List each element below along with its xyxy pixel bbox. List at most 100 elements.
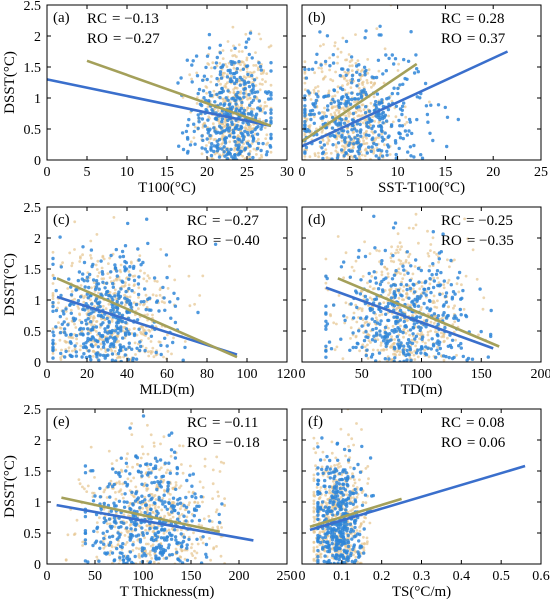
cmip-point xyxy=(124,327,129,331)
obs-point xyxy=(122,326,126,329)
cmip-point xyxy=(344,73,348,78)
cmip-point xyxy=(98,546,102,550)
cmip-point xyxy=(164,556,168,560)
obs-point xyxy=(380,270,384,274)
cmip-point xyxy=(408,278,412,283)
cmip-point xyxy=(169,533,173,537)
cmip-point xyxy=(122,561,126,564)
obs-point xyxy=(400,280,403,284)
obs-point xyxy=(362,108,366,111)
obs-point xyxy=(74,326,78,329)
obs-point xyxy=(211,482,215,486)
obs-point xyxy=(353,100,356,104)
cmip-point xyxy=(200,134,204,138)
obs-point xyxy=(366,343,369,347)
obs-point xyxy=(388,291,392,295)
cmip-point xyxy=(411,332,415,336)
obs-point xyxy=(110,462,114,465)
obs-point xyxy=(81,544,84,547)
cmip-point xyxy=(161,502,165,506)
cmip-point xyxy=(379,309,383,314)
cmip-point xyxy=(162,296,166,300)
cmip-point xyxy=(229,147,233,152)
obs-point xyxy=(163,489,167,493)
obs-point xyxy=(359,561,363,564)
obs-point xyxy=(136,462,139,466)
cmip-point xyxy=(349,137,353,141)
cmip-point xyxy=(337,482,341,486)
obs-point xyxy=(313,154,317,158)
obs-point xyxy=(73,322,76,326)
cmip-point xyxy=(470,357,475,361)
obs-point xyxy=(369,341,372,344)
cmip-point xyxy=(213,129,217,133)
cmip-point xyxy=(118,544,123,549)
cmip-point xyxy=(400,294,404,298)
cmip-point xyxy=(233,46,237,50)
obs-point xyxy=(333,113,337,117)
obs-point xyxy=(144,346,148,350)
cmip-point xyxy=(111,285,116,289)
cmip-point xyxy=(81,332,85,336)
obs-point xyxy=(123,534,127,537)
obs-point xyxy=(118,268,122,272)
cmip-point xyxy=(398,124,402,128)
cmip-point xyxy=(242,87,246,92)
obs-point xyxy=(320,70,324,74)
cmip-point xyxy=(345,522,349,527)
obs-point xyxy=(240,50,244,53)
cmip-point xyxy=(126,221,130,226)
obs-point xyxy=(95,320,98,323)
cmip-point xyxy=(357,329,361,333)
obs-point xyxy=(432,251,436,254)
cmip-point xyxy=(62,320,66,324)
obs-point xyxy=(360,542,364,546)
cmip-point xyxy=(128,265,132,269)
cmip-point xyxy=(208,127,212,131)
cmip-point xyxy=(412,143,416,148)
obs-point xyxy=(360,307,364,311)
correlation-label: RC = −0.11 xyxy=(187,415,258,431)
correlation-label: RC = −0.13 xyxy=(87,11,159,27)
obs-point xyxy=(193,549,196,553)
obs-point xyxy=(439,331,443,335)
cmip-point xyxy=(222,103,226,108)
cmip-point xyxy=(137,275,141,279)
cmip-point xyxy=(425,306,429,310)
cmip-point xyxy=(173,456,178,460)
obs-point xyxy=(312,490,316,494)
cmip-point xyxy=(140,474,144,478)
cmip-point xyxy=(383,325,388,330)
obs-point xyxy=(397,296,401,300)
cmip-point xyxy=(171,340,175,345)
obs-point xyxy=(369,101,373,105)
cmip-point xyxy=(255,90,260,94)
obs-point xyxy=(224,85,228,89)
obs-point xyxy=(75,342,79,345)
cmip-point xyxy=(442,279,446,283)
cmip-point xyxy=(324,319,328,323)
obs-point xyxy=(77,478,81,481)
cmip-point xyxy=(161,285,165,290)
cmip-point xyxy=(241,121,245,125)
obs-point xyxy=(398,350,402,354)
obs-point xyxy=(365,136,368,140)
cmip-point xyxy=(232,75,236,80)
cmip-point xyxy=(125,526,129,530)
cmip-point xyxy=(342,154,346,158)
cmip-point xyxy=(342,260,346,264)
cmip-fit-line xyxy=(56,503,254,542)
obs-point xyxy=(148,503,152,507)
cmip-point xyxy=(61,309,65,313)
cmip-point xyxy=(344,117,348,121)
obs-point xyxy=(426,229,429,233)
obs-point xyxy=(114,512,118,515)
cmip-point xyxy=(114,470,118,475)
cmip-point xyxy=(342,121,347,126)
cmip-point xyxy=(432,312,437,316)
correlation-label: RO = −0.40 xyxy=(187,233,260,249)
cmip-point xyxy=(88,337,93,341)
obs-point xyxy=(426,330,430,334)
cmip-point xyxy=(360,345,364,349)
obs-point xyxy=(425,290,428,293)
